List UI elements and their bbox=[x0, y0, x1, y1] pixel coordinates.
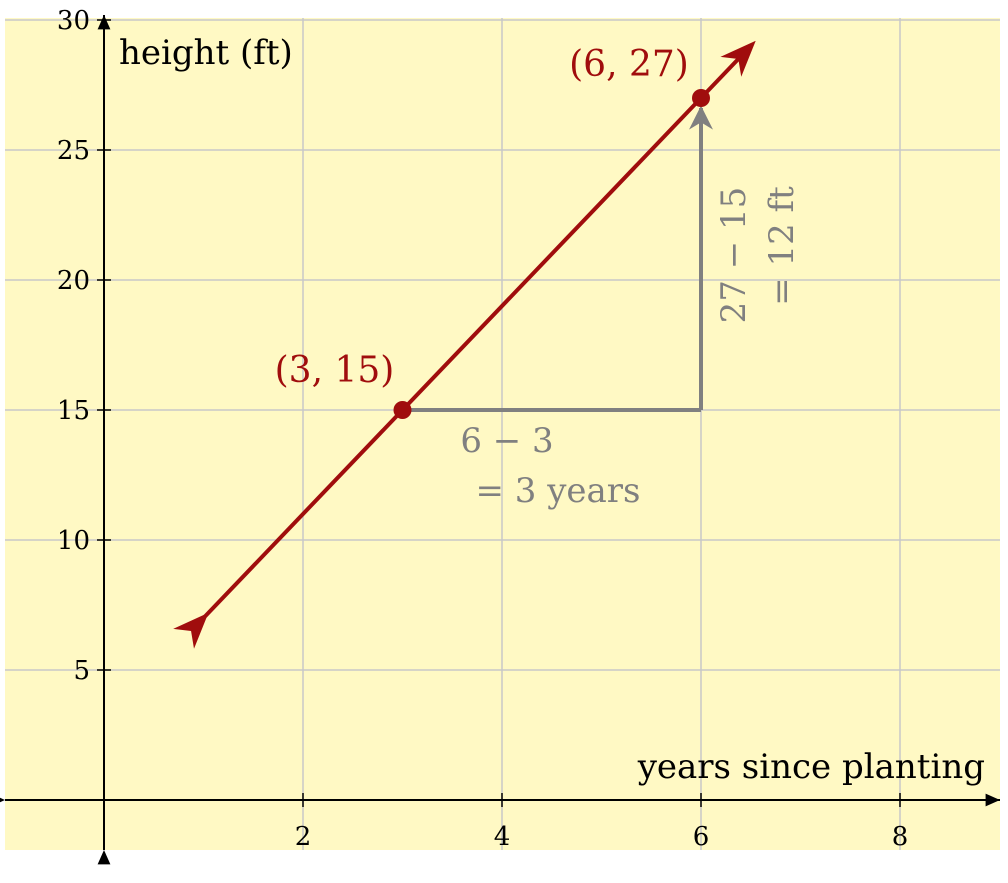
y-tick-label-5: 5 bbox=[73, 656, 90, 686]
rise-label-line2: = 12 ft bbox=[762, 186, 802, 306]
y-tick-label-10: 10 bbox=[57, 526, 90, 556]
x-tick-label-2: 2 bbox=[295, 822, 312, 852]
rise-label-line1: 27 − 15 bbox=[714, 187, 754, 324]
data-point-label-1: (3, 15) bbox=[275, 350, 395, 391]
run-label-line1: 6 − 3 bbox=[460, 421, 553, 461]
x-tick-label-6: 6 bbox=[693, 822, 710, 852]
x-axis-label: years since planting bbox=[637, 747, 985, 787]
y-axis-label: height (ft) bbox=[119, 33, 293, 73]
x-tick-label-4: 4 bbox=[494, 822, 511, 852]
y-tick-label-30: 30 bbox=[57, 6, 90, 36]
data-point-1 bbox=[393, 401, 412, 419]
data-points: (3, 15) (6, 27) bbox=[275, 44, 710, 419]
data-line bbox=[173, 40, 756, 649]
run-label-line2: = 3 years bbox=[475, 471, 640, 511]
tick-labels: 2 4 6 8 5 10 15 20 25 30 bbox=[57, 6, 908, 852]
data-point-2 bbox=[692, 89, 710, 107]
y-tick-label-15: 15 bbox=[57, 396, 90, 426]
y-tick-label-25: 25 bbox=[57, 136, 90, 166]
x-tick-label-8: 8 bbox=[892, 822, 909, 852]
y-tick-label-20: 20 bbox=[57, 266, 90, 296]
data-point-label-2: (6, 27) bbox=[569, 44, 689, 85]
tick-marks bbox=[97, 19, 901, 807]
